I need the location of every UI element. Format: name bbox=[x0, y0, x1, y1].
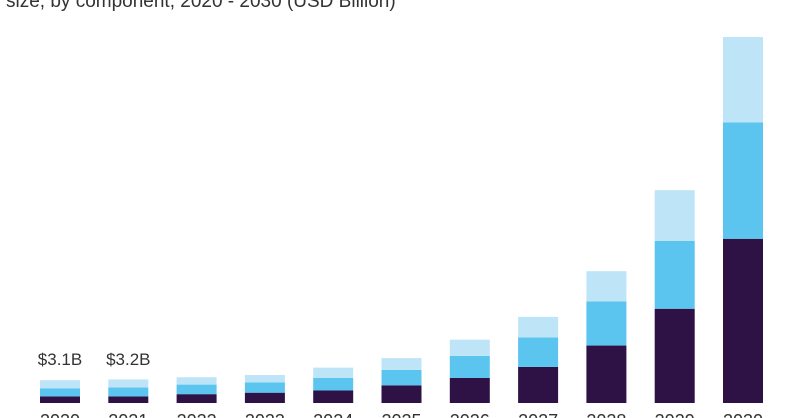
bar-2026-segment-1 bbox=[449, 377, 490, 403]
bar-2023-segment-3 bbox=[244, 375, 285, 383]
bar-2024-segment-1 bbox=[313, 390, 354, 403]
bar-2030-segment-2 bbox=[723, 122, 763, 239]
bar-2026-segment-2 bbox=[449, 355, 490, 378]
bar-2021-segment-3 bbox=[108, 379, 149, 388]
x-tick-label: 2029 bbox=[655, 411, 695, 418]
data-label-2020: $3.1B bbox=[38, 350, 82, 369]
bar-2028-segment-2 bbox=[586, 301, 627, 346]
x-tick-label: 2030 bbox=[723, 411, 763, 418]
bar-2023-segment-2 bbox=[244, 382, 285, 393]
bar-2027-segment-3 bbox=[518, 316, 559, 338]
chart-subtitle: size, by component, 2020 - 2030 (USD Bil… bbox=[6, 0, 396, 12]
bar-2029-segment-2 bbox=[654, 240, 695, 309]
bar-2022-segment-2 bbox=[176, 384, 217, 395]
bar-2025-segment-1 bbox=[381, 385, 422, 403]
bar-2026-segment-3 bbox=[449, 339, 490, 356]
bar-2022-segment-1 bbox=[176, 394, 217, 403]
bar-2028-segment-1 bbox=[586, 345, 627, 403]
bar-2020-segment-2 bbox=[40, 388, 80, 397]
bar-2025-segment-2 bbox=[381, 369, 422, 386]
bar-2028-segment-3 bbox=[586, 271, 627, 302]
x-tick-label: 2027 bbox=[518, 411, 558, 418]
bar-2027-segment-1 bbox=[518, 366, 559, 403]
bar-2027-segment-2 bbox=[518, 337, 559, 367]
bar-2024-segment-3 bbox=[313, 367, 354, 378]
x-tick-label: 2024 bbox=[313, 411, 353, 418]
bar-2020-segment-3 bbox=[40, 380, 80, 389]
bar-2022-segment-3 bbox=[176, 377, 217, 385]
bar-2030-segment-1 bbox=[723, 238, 763, 403]
bar-2030-segment-3 bbox=[723, 37, 763, 123]
x-tick-label: 2020 bbox=[40, 411, 80, 418]
x-tick-label: 2021 bbox=[108, 411, 148, 418]
data-label-2021: $3.2B bbox=[106, 350, 150, 369]
x-tick-label: 2022 bbox=[177, 411, 217, 418]
bar-2024-segment-2 bbox=[313, 377, 354, 391]
bar-2021-segment-1 bbox=[108, 396, 149, 403]
x-tick-label: 2026 bbox=[450, 411, 490, 418]
labels-group: 2020 2021 2022 2023 2024 2025 2026 2027 2028 2029… bbox=[38, 350, 763, 418]
bar-2021-segment-2 bbox=[108, 387, 149, 397]
bar-2020-segment-1 bbox=[40, 396, 80, 403]
bar-2025-segment-3 bbox=[381, 358, 422, 370]
x-tick-label: 2023 bbox=[245, 411, 285, 418]
x-tick-label: 2028 bbox=[586, 411, 626, 418]
bar-2029-segment-3 bbox=[654, 190, 695, 241]
bar-2029-segment-1 bbox=[654, 308, 695, 403]
bar-2023-segment-1 bbox=[244, 392, 285, 403]
x-tick-label: 2025 bbox=[381, 411, 421, 418]
bars-group bbox=[40, 37, 763, 403]
